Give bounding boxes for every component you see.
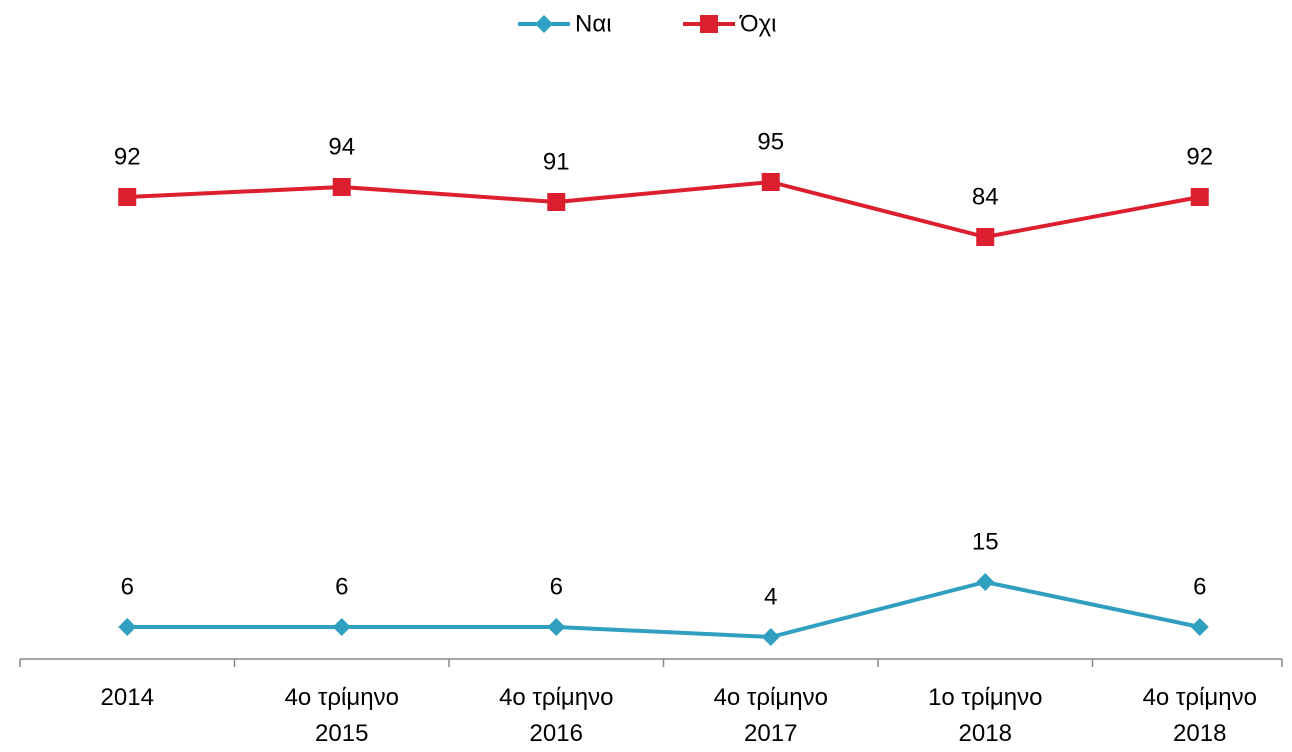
point [761, 628, 780, 646]
point [1190, 188, 1209, 206]
legend-marker [535, 15, 553, 33]
data-label: 92 [114, 143, 141, 170]
x-tick-label: 1ο τρίμηνο 2018 [928, 684, 1043, 747]
point [761, 173, 780, 191]
data-label: 4 [764, 583, 777, 610]
data-label: 6 [335, 573, 348, 600]
legend-label: Όχι [739, 10, 777, 37]
point [118, 188, 137, 206]
point [547, 618, 566, 636]
series-line [127, 180, 1201, 239]
data-label: 15 [972, 528, 999, 555]
point [976, 228, 995, 246]
data-label: 95 [757, 128, 784, 155]
legend-marker [700, 15, 718, 33]
point [1190, 618, 1209, 636]
series-line [127, 580, 1201, 639]
point [332, 618, 351, 636]
data-label: 92 [1186, 143, 1213, 170]
data-label: 6 [121, 573, 134, 600]
x-tick-label: 4ο τρίμηνο 2018 [1142, 684, 1257, 747]
data-label: 6 [550, 573, 563, 600]
data-label: 94 [328, 133, 355, 160]
data-label: 6 [1193, 573, 1206, 600]
point [547, 193, 566, 211]
data-label: 84 [972, 183, 999, 210]
point [976, 573, 995, 591]
point [118, 618, 137, 636]
data-label: 91 [543, 148, 570, 175]
x-tick-label: 4ο τρίμηνο 2015 [284, 684, 399, 747]
point [332, 178, 351, 196]
x-tick-label: 4ο τρίμηνο 2016 [499, 684, 614, 747]
legend-label: Ναι [575, 10, 612, 37]
x-tick-label: 2014 [100, 684, 154, 711]
x-tick-label: 4ο τρίμηνο 2017 [713, 684, 828, 747]
